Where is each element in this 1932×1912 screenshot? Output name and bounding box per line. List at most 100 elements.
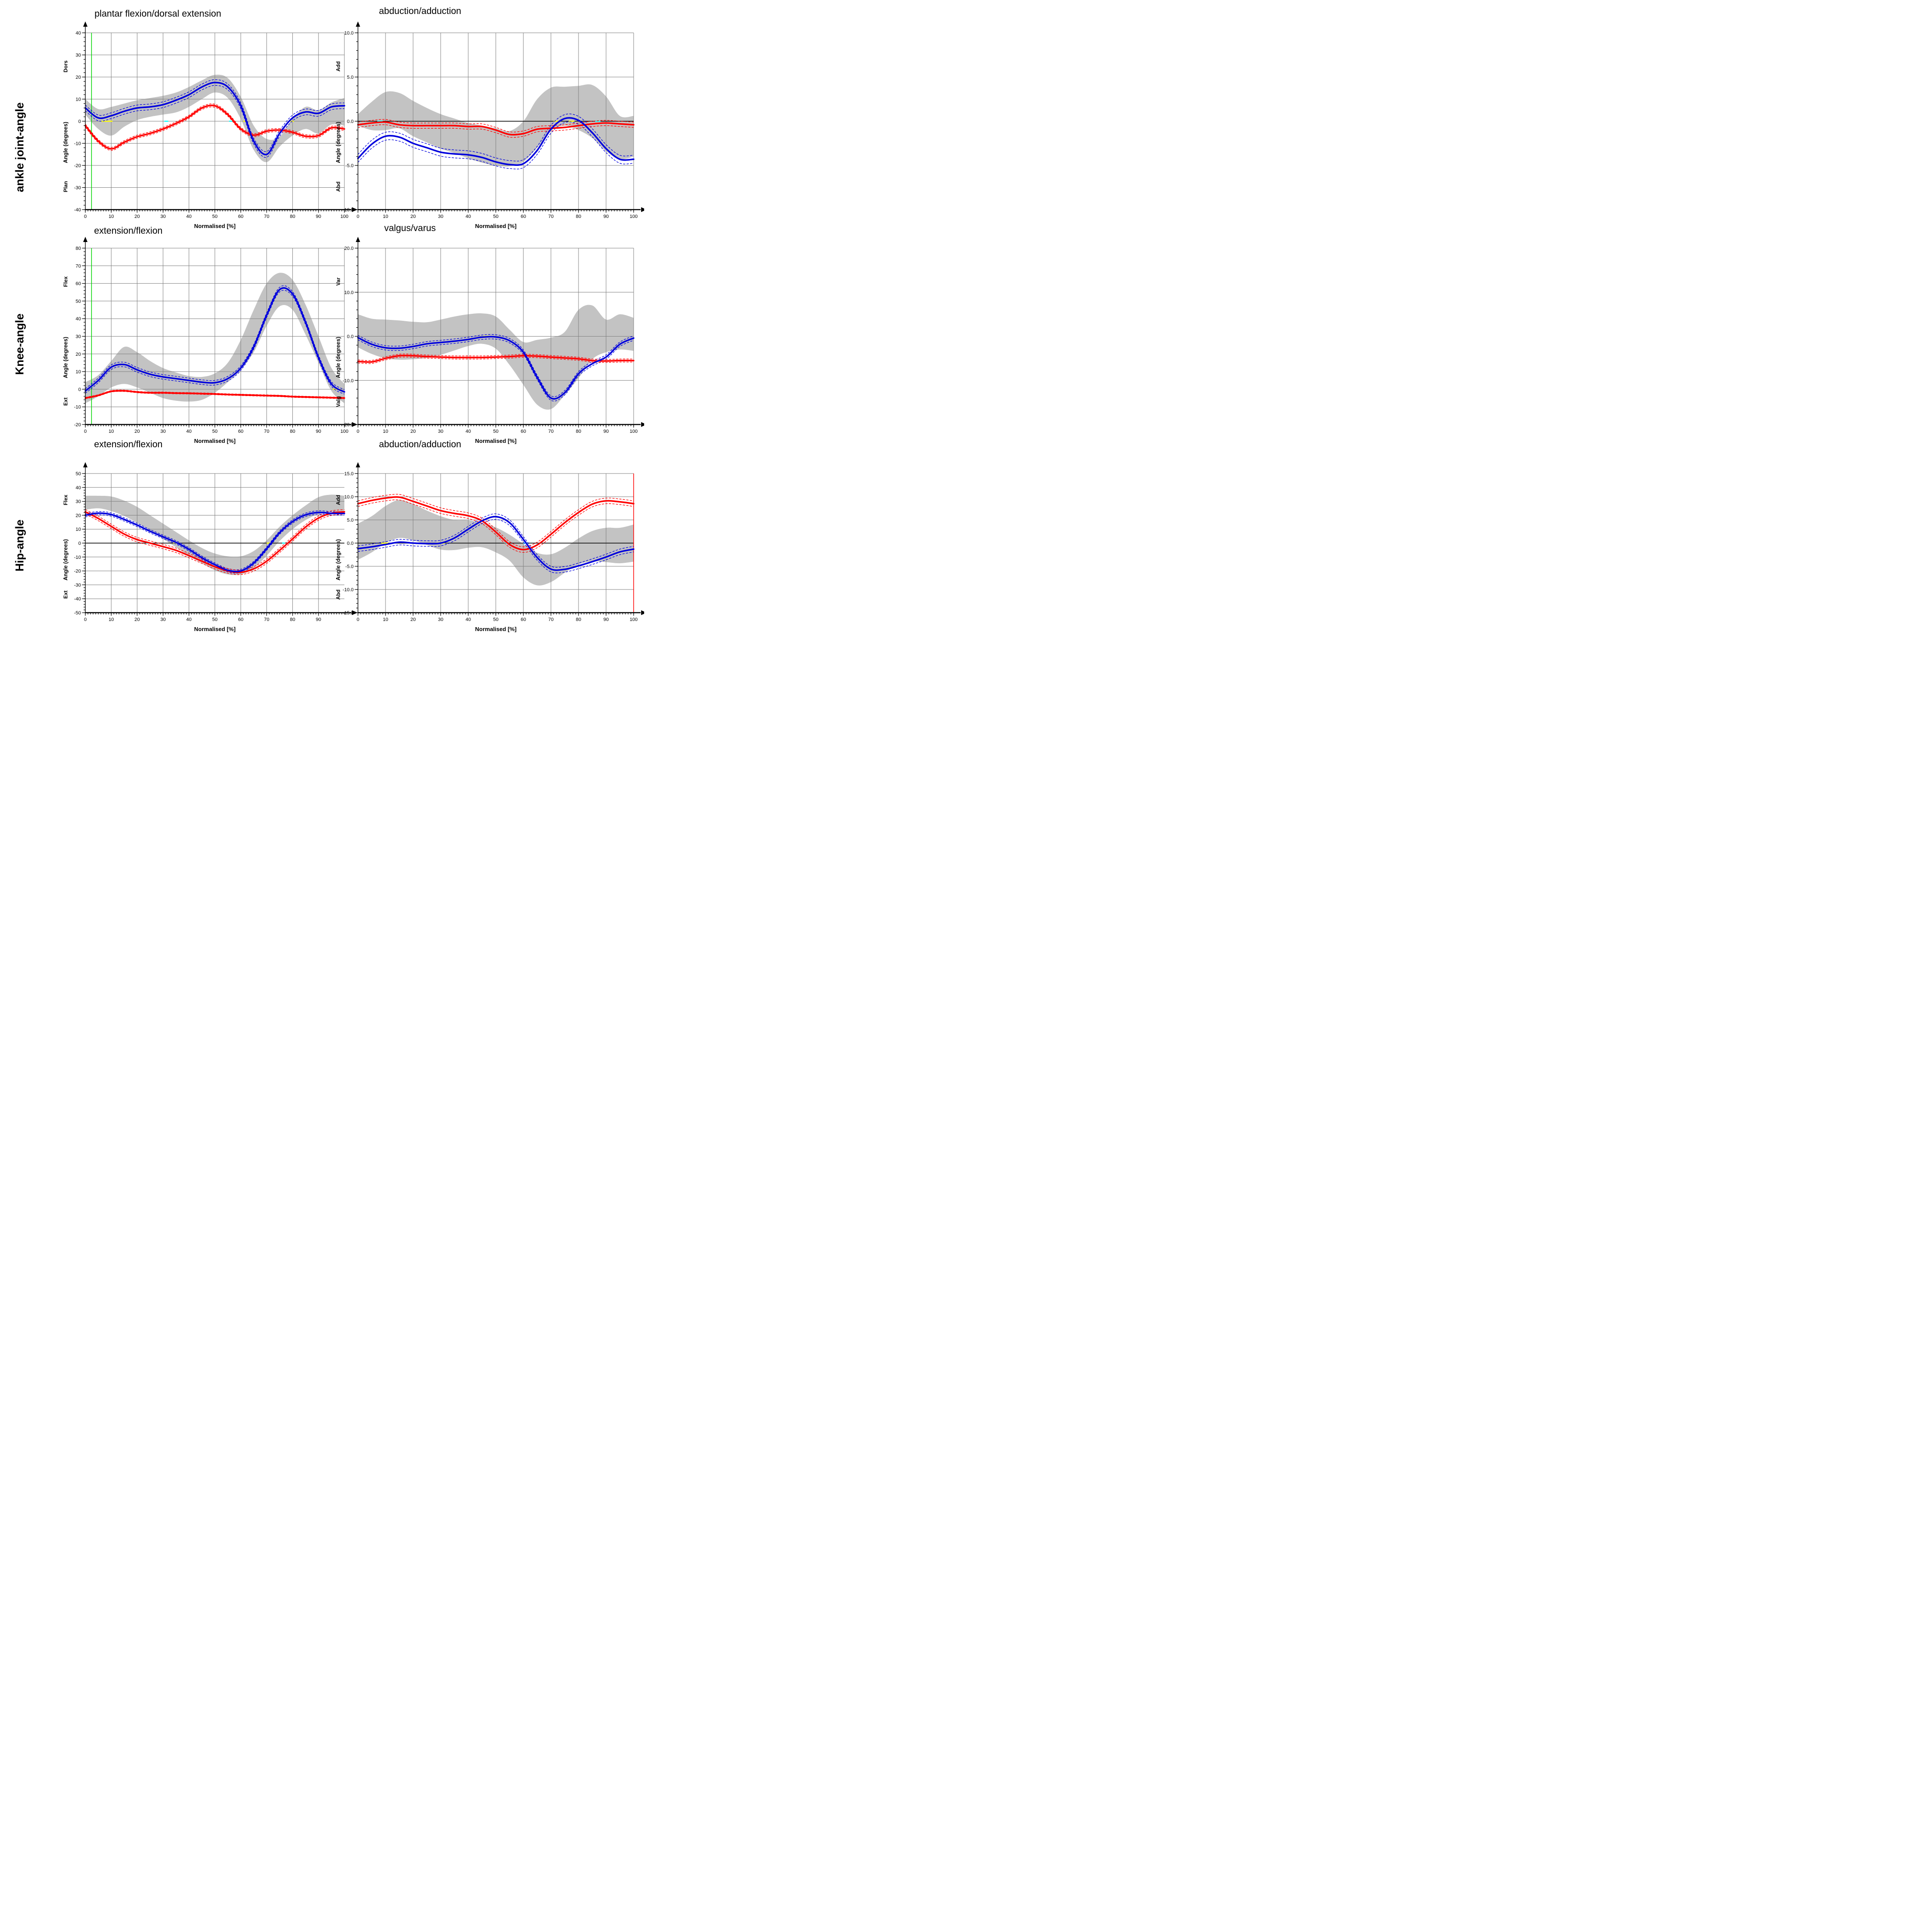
- y-axis-title: Angle (degrees): [335, 122, 341, 163]
- y-tick-label: 0.0: [347, 541, 354, 546]
- event-marker: [101, 120, 113, 122]
- x-tick-label: 100: [630, 214, 638, 219]
- y-tick-label: 50: [76, 299, 81, 304]
- x-tick-label: 70: [264, 429, 269, 434]
- y-side-label-top: Dors: [63, 60, 69, 73]
- x-axis-arrow-icon: [641, 610, 644, 615]
- y-side-label-bottom: Ext: [63, 590, 69, 599]
- axis-labels: Normalised [%] Flex Angle (degrees) Ext: [63, 276, 235, 444]
- x-tick-label: 70: [264, 617, 269, 622]
- axes: [83, 462, 358, 615]
- y-axis-title: Angle (degrees): [63, 337, 69, 378]
- blue-mean-curve: [357, 117, 635, 166]
- y-tick-label: 20: [76, 352, 81, 357]
- y-axis-arrow-icon: [356, 462, 360, 467]
- red-sd-curve: [358, 124, 634, 138]
- y-tick-label: -5.0: [345, 163, 354, 168]
- x-tick-label: 30: [438, 214, 443, 219]
- y-axis-arrow-icon: [83, 237, 88, 242]
- y-tick-label: -10.0: [343, 207, 354, 213]
- blue-sd-curve: [358, 519, 634, 573]
- y-tick-label: -10.0: [343, 378, 354, 383]
- x-tick-label: 100: [340, 429, 348, 434]
- ticks: [82, 473, 345, 616]
- x-tick-label: 40: [466, 617, 471, 622]
- red-sd-curve: [85, 103, 345, 148]
- x-tick-label: 0: [357, 214, 359, 219]
- y-tick-label: 0: [78, 541, 81, 546]
- blue-sd-curve: [358, 334, 634, 397]
- x-tick-label: 0: [84, 214, 87, 219]
- x-tick-label: 100: [340, 214, 348, 219]
- x-axis-title: Normalised [%]: [194, 223, 236, 229]
- y-side-label-bottom: Valg: [335, 396, 341, 407]
- y-axis-arrow-icon: [83, 462, 88, 467]
- ticks: [354, 473, 634, 616]
- event-marker: [282, 542, 286, 544]
- x-tick-label: 90: [316, 214, 321, 219]
- blue-sd-curve: [85, 510, 345, 570]
- x-tick-label: 0: [357, 617, 359, 622]
- title-ankle-frontal: abduction/adduction: [379, 6, 461, 16]
- blue-mean-curve: [84, 81, 345, 155]
- event-marker: [504, 542, 508, 544]
- ankle-frontal-plot: 10.0 5.0 0.0 -5.0 -10.00 10 20 30 40 50 60 70 80 90 10…: [335, 21, 644, 229]
- x-tick-label: 30: [438, 429, 443, 434]
- red-sd-curve: [358, 357, 634, 364]
- y-axis-title: Angle (degrees): [63, 122, 69, 163]
- x-tick-label: 90: [316, 617, 321, 622]
- normative-band: [358, 305, 634, 410]
- blue-mean-curve: [84, 512, 345, 572]
- x-tick-label: 90: [603, 429, 609, 434]
- x-tick-label: 90: [316, 429, 321, 434]
- y-tick-label: 5.0: [347, 75, 354, 80]
- x-tick-label: 80: [290, 214, 295, 219]
- y-tick-label: 15.0: [344, 471, 354, 477]
- row-label-hip: Hip-angle: [13, 519, 26, 572]
- blue-sd-curve: [358, 513, 634, 568]
- axes: [83, 21, 358, 212]
- event-marker: [164, 120, 168, 122]
- x-tick-label: 60: [238, 429, 243, 434]
- x-tick-label: 10: [383, 429, 388, 434]
- x-tick-label: 20: [134, 214, 140, 219]
- x-tick-label: 90: [603, 617, 609, 622]
- y-tick-label: 30: [76, 53, 81, 58]
- x-tick-label: 0: [357, 429, 359, 434]
- y-axis-title: Angle (degrees): [63, 539, 69, 580]
- x-tick-label: 90: [603, 214, 609, 219]
- x-tick-label: 30: [160, 617, 165, 622]
- ticks: [354, 248, 634, 428]
- y-tick-label: -5.0: [345, 564, 354, 569]
- y-tick-label: -30: [74, 186, 81, 191]
- x-tick-label: 60: [521, 214, 526, 219]
- y-tick-label: 30: [76, 499, 81, 505]
- x-tick-label: 60: [238, 617, 243, 622]
- y-tick-label: 10.0: [344, 495, 354, 500]
- x-tick-label: 60: [521, 617, 526, 622]
- y-tick-label: -10: [74, 405, 81, 410]
- y-axis-arrow-icon: [83, 21, 88, 27]
- tick-labels: 20.0 10.0 0.0 -10.0 -20.00 10 20 30 40 50 60 70 80 90…: [343, 246, 638, 434]
- y-tick-label: 30: [76, 334, 81, 340]
- y-tick-label: -10.0: [343, 587, 354, 593]
- x-tick-label: 0: [84, 429, 87, 434]
- x-tick-label: 70: [548, 214, 554, 219]
- x-tick-label: 20: [134, 429, 140, 434]
- x-tick-label: 70: [264, 214, 269, 219]
- axes: [83, 237, 358, 427]
- ticks: [354, 32, 634, 213]
- x-tick-label: 80: [290, 429, 295, 434]
- x-axis-title: Normalised [%]: [475, 626, 517, 632]
- y-side-label-bottom: Abd: [335, 589, 341, 600]
- red-mean-curve: [357, 354, 635, 363]
- knee-frontal-plot: 20.0 10.0 0.0 -10.0 -20.00 10 20 30 40 50 60 70 80 90…: [335, 237, 644, 444]
- x-tick-label: 40: [466, 429, 471, 434]
- row-label-knee: Knee-angle: [13, 313, 26, 375]
- x-axis-title: Normalised [%]: [194, 438, 236, 444]
- y-tick-label: -20.0: [343, 422, 354, 428]
- x-tick-label: 40: [186, 429, 192, 434]
- y-tick-label: 20: [76, 513, 81, 518]
